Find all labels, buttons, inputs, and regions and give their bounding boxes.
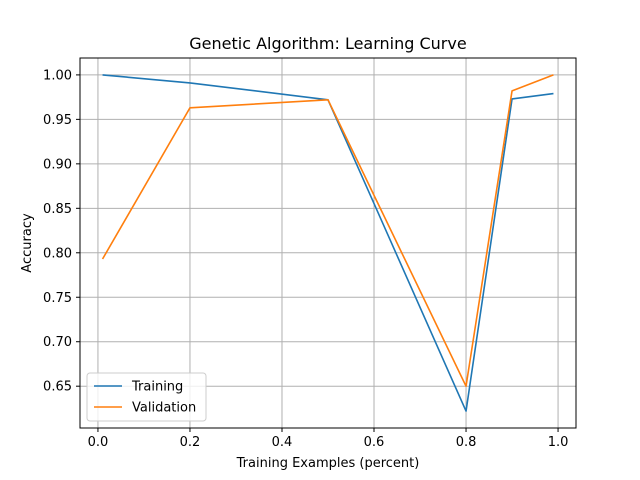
series-line-validation [101, 74, 554, 388]
y-tick-label: 0.85 [43, 202, 72, 217]
y-tick-label: 1.00 [43, 68, 72, 83]
x-tick-label: 0.6 [364, 435, 385, 450]
x-tick-label: 0.2 [180, 435, 201, 450]
y-tick-label: 0.70 [43, 335, 72, 350]
legend-box [86, 372, 207, 422]
x-tick-label: 0.0 [88, 435, 109, 450]
y-tick-label: 0.95 [43, 113, 72, 128]
y-tick-label: 0.75 [43, 291, 72, 306]
chart-title: Genetic Algorithm: Learning Curve [189, 34, 466, 53]
legend-label-validation: Validation [132, 401, 196, 416]
series-layer [101, 74, 554, 412]
x-tick-label: 1.0 [548, 435, 569, 450]
x-axis-label: Training Examples (percent) [236, 456, 420, 471]
x-tick-label: 0.8 [456, 435, 477, 450]
y-tick-label: 0.65 [43, 380, 72, 395]
x-tick-label: 0.4 [272, 435, 293, 450]
plot-frame [79, 57, 577, 429]
series-line-training [102, 74, 554, 412]
legend: Training Validation [86, 372, 207, 422]
y-tick-label: 0.80 [43, 246, 72, 261]
legend-label-training: Training [131, 380, 183, 395]
y-tick-label: 0.90 [43, 157, 72, 172]
y-axis-label: Accuracy [20, 213, 35, 273]
x-axis-ticks: 0.0 0.2 0.4 0.6 0.8 1.0 [88, 428, 569, 450]
y-axis-ticks: 0.65 0.70 0.75 0.80 0.85 0.90 0.95 1.00 [43, 68, 80, 395]
